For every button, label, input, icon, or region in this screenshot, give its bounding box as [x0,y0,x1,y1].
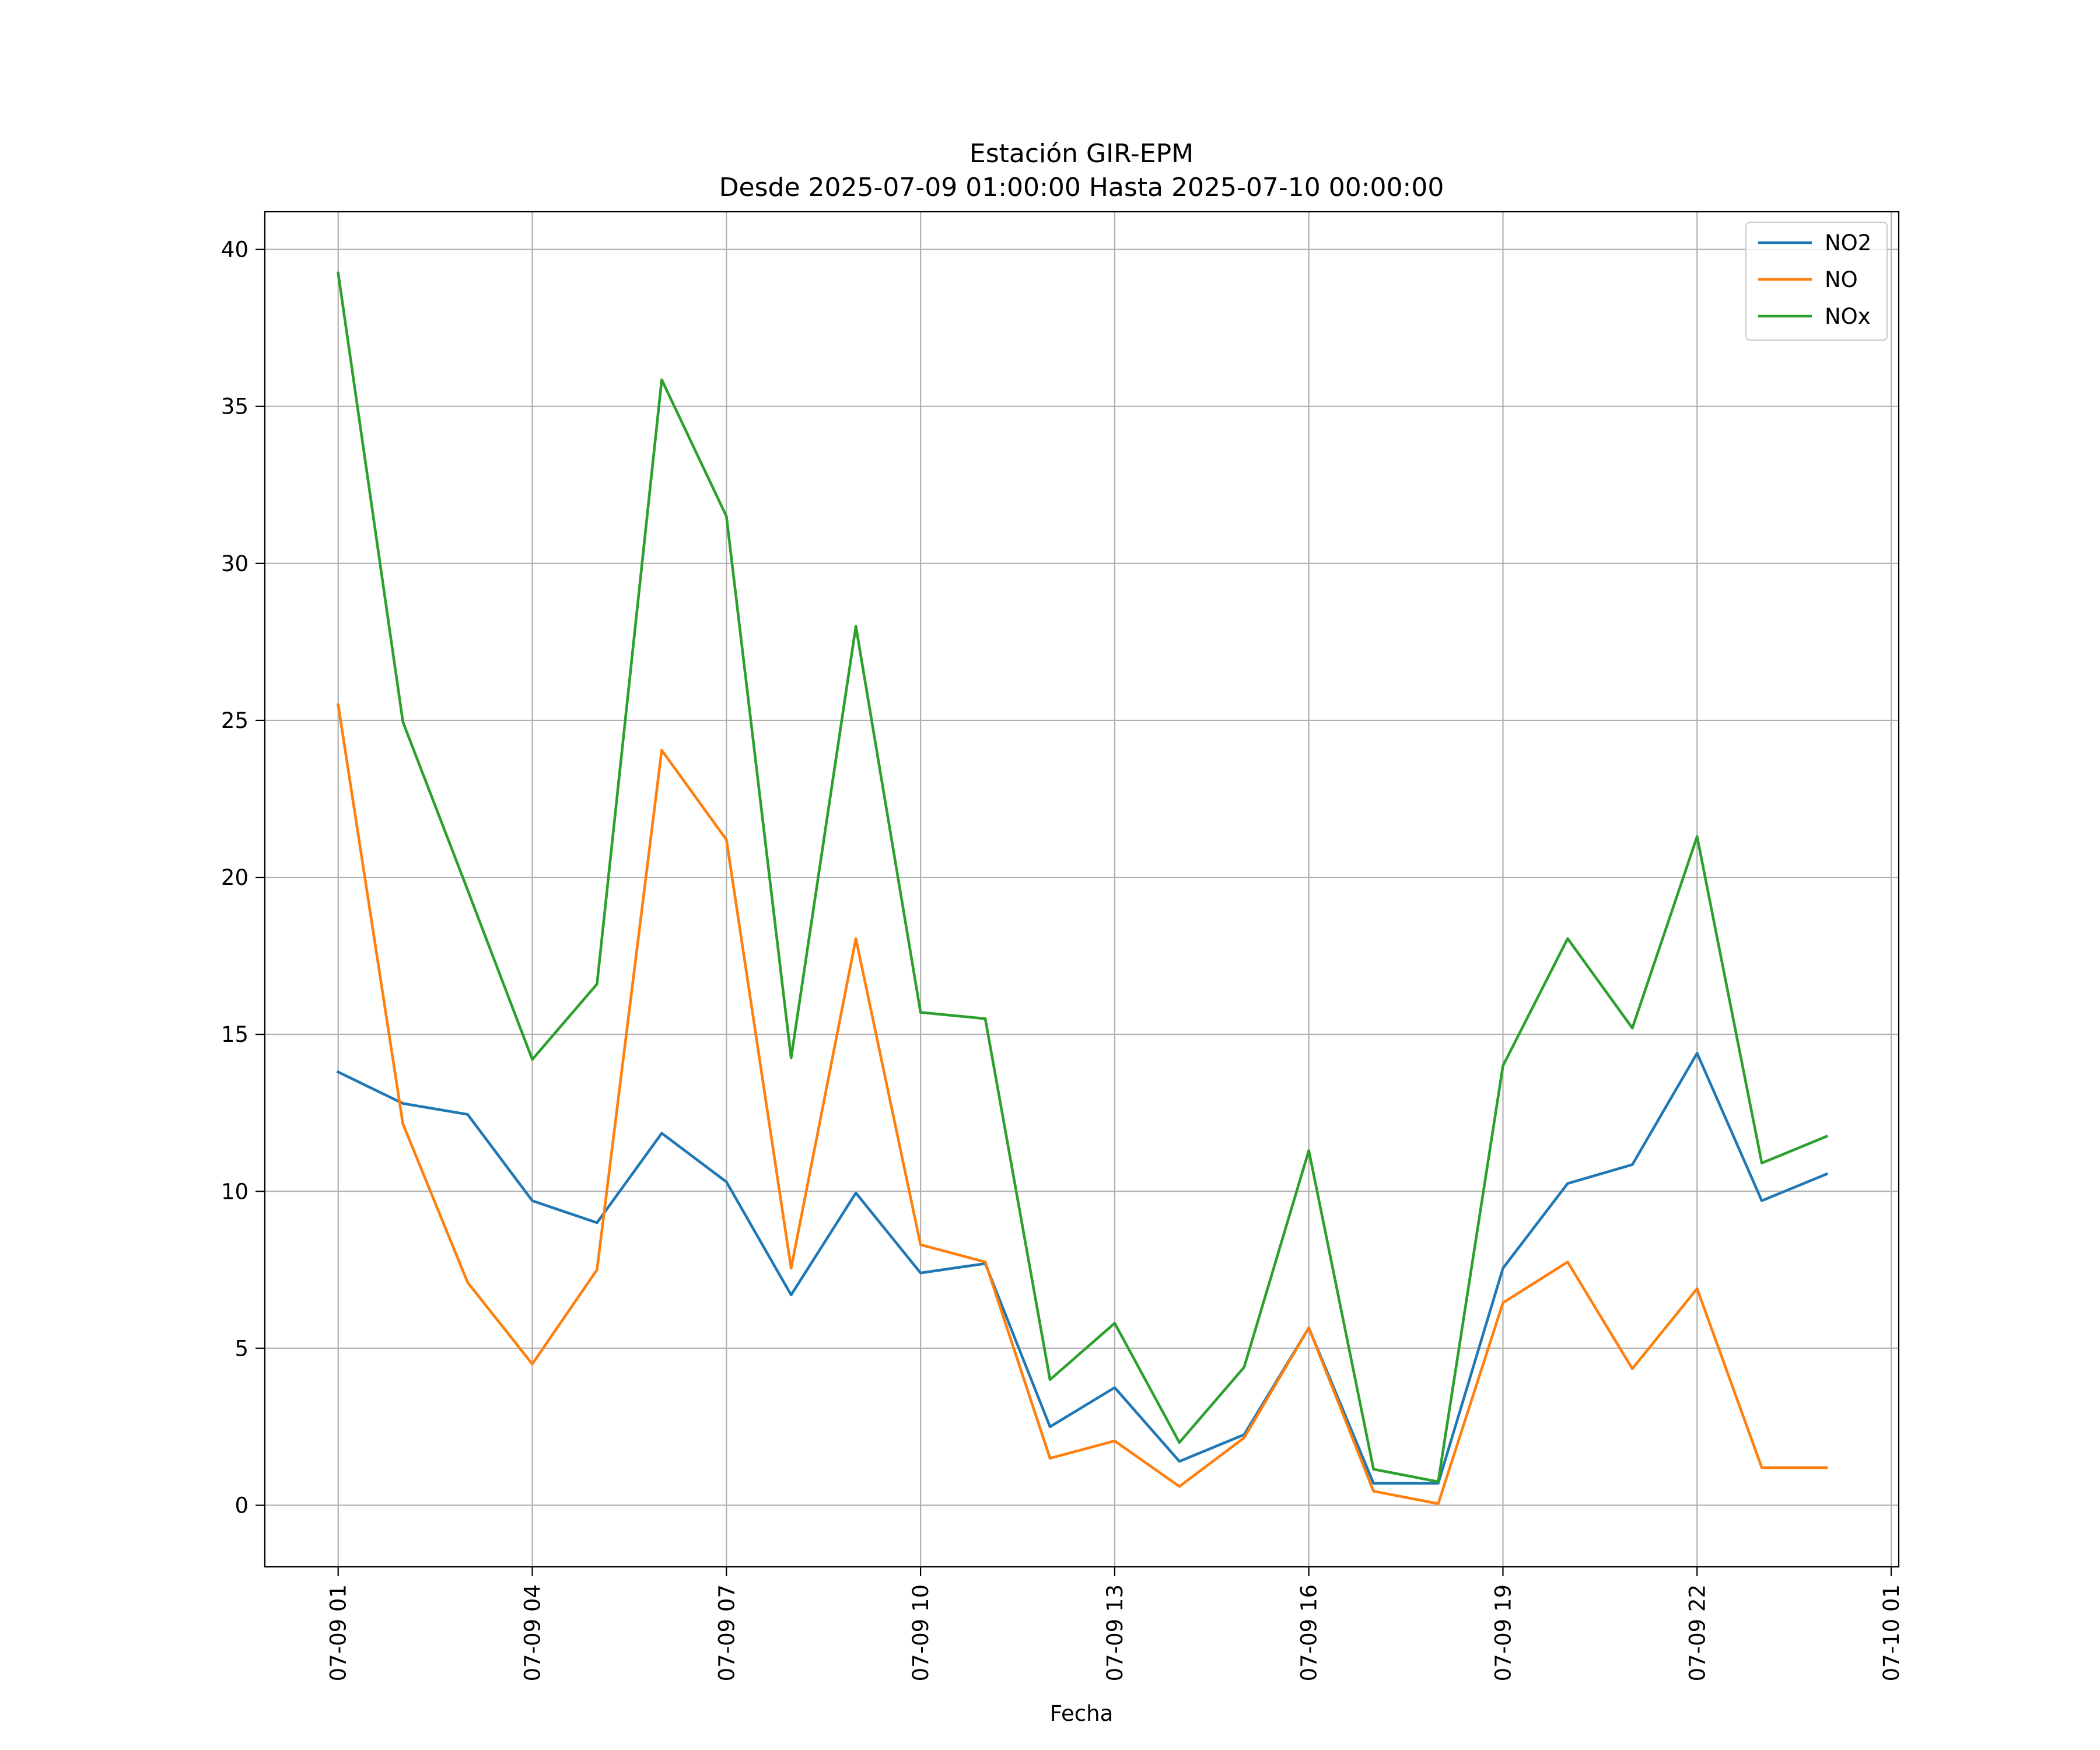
legend: NO2 NO NOx [1745,221,1888,341]
axis-ticks: 07-09 01 07-09 04 07-09 07 07-09 10 07-09 13… [221,237,1904,1682]
x-tick-label: 07-09 22 [1685,1584,1710,1681]
x-tick-label: 07-10 01 [1879,1584,1904,1681]
legend-label-no2: NO2 [1825,230,1871,256]
series-line-no [337,703,1828,1506]
y-tick-label: 5 [235,1336,249,1361]
x-tick-label: 07-09 07 [714,1584,739,1681]
x-tick-label: 07-09 16 [1297,1584,1322,1681]
y-tick-label: 10 [221,1179,249,1204]
legend-label-nox: NOx [1825,304,1871,329]
y-tick-label: 15 [221,1022,249,1047]
y-tick-label: 35 [221,394,249,419]
x-tick-label: 07-09 19 [1490,1584,1516,1681]
x-tick-label: 07-09 10 [908,1584,933,1681]
legend-frame [1745,221,1888,341]
x-tick-label: 07-09 01 [326,1584,351,1681]
x-tick-label: 07-09 13 [1102,1584,1128,1681]
y-tick-label: 20 [221,865,249,890]
series-lines [336,271,1829,1506]
x-tick-label: 07-09 04 [520,1584,545,1681]
plot-area-frame [264,211,1900,1568]
chart-title: Estación GIR-EPM [970,139,1194,169]
y-tick-label: 40 [221,237,249,262]
series-line-no2 [336,1052,1829,1485]
y-tick-label: 25 [221,708,249,733]
y-tick-label: 0 [235,1493,249,1518]
y-tick-label: 30 [221,551,249,576]
x-axis-label: Fecha [1050,1701,1114,1726]
grid [265,212,1899,1567]
series-line-nox [337,271,1829,1483]
chart-subtitle: Desde 2025-07-09 01:00:00 Hasta 2025-07-… [719,173,1444,202]
legend-label-no: NO [1825,267,1858,292]
